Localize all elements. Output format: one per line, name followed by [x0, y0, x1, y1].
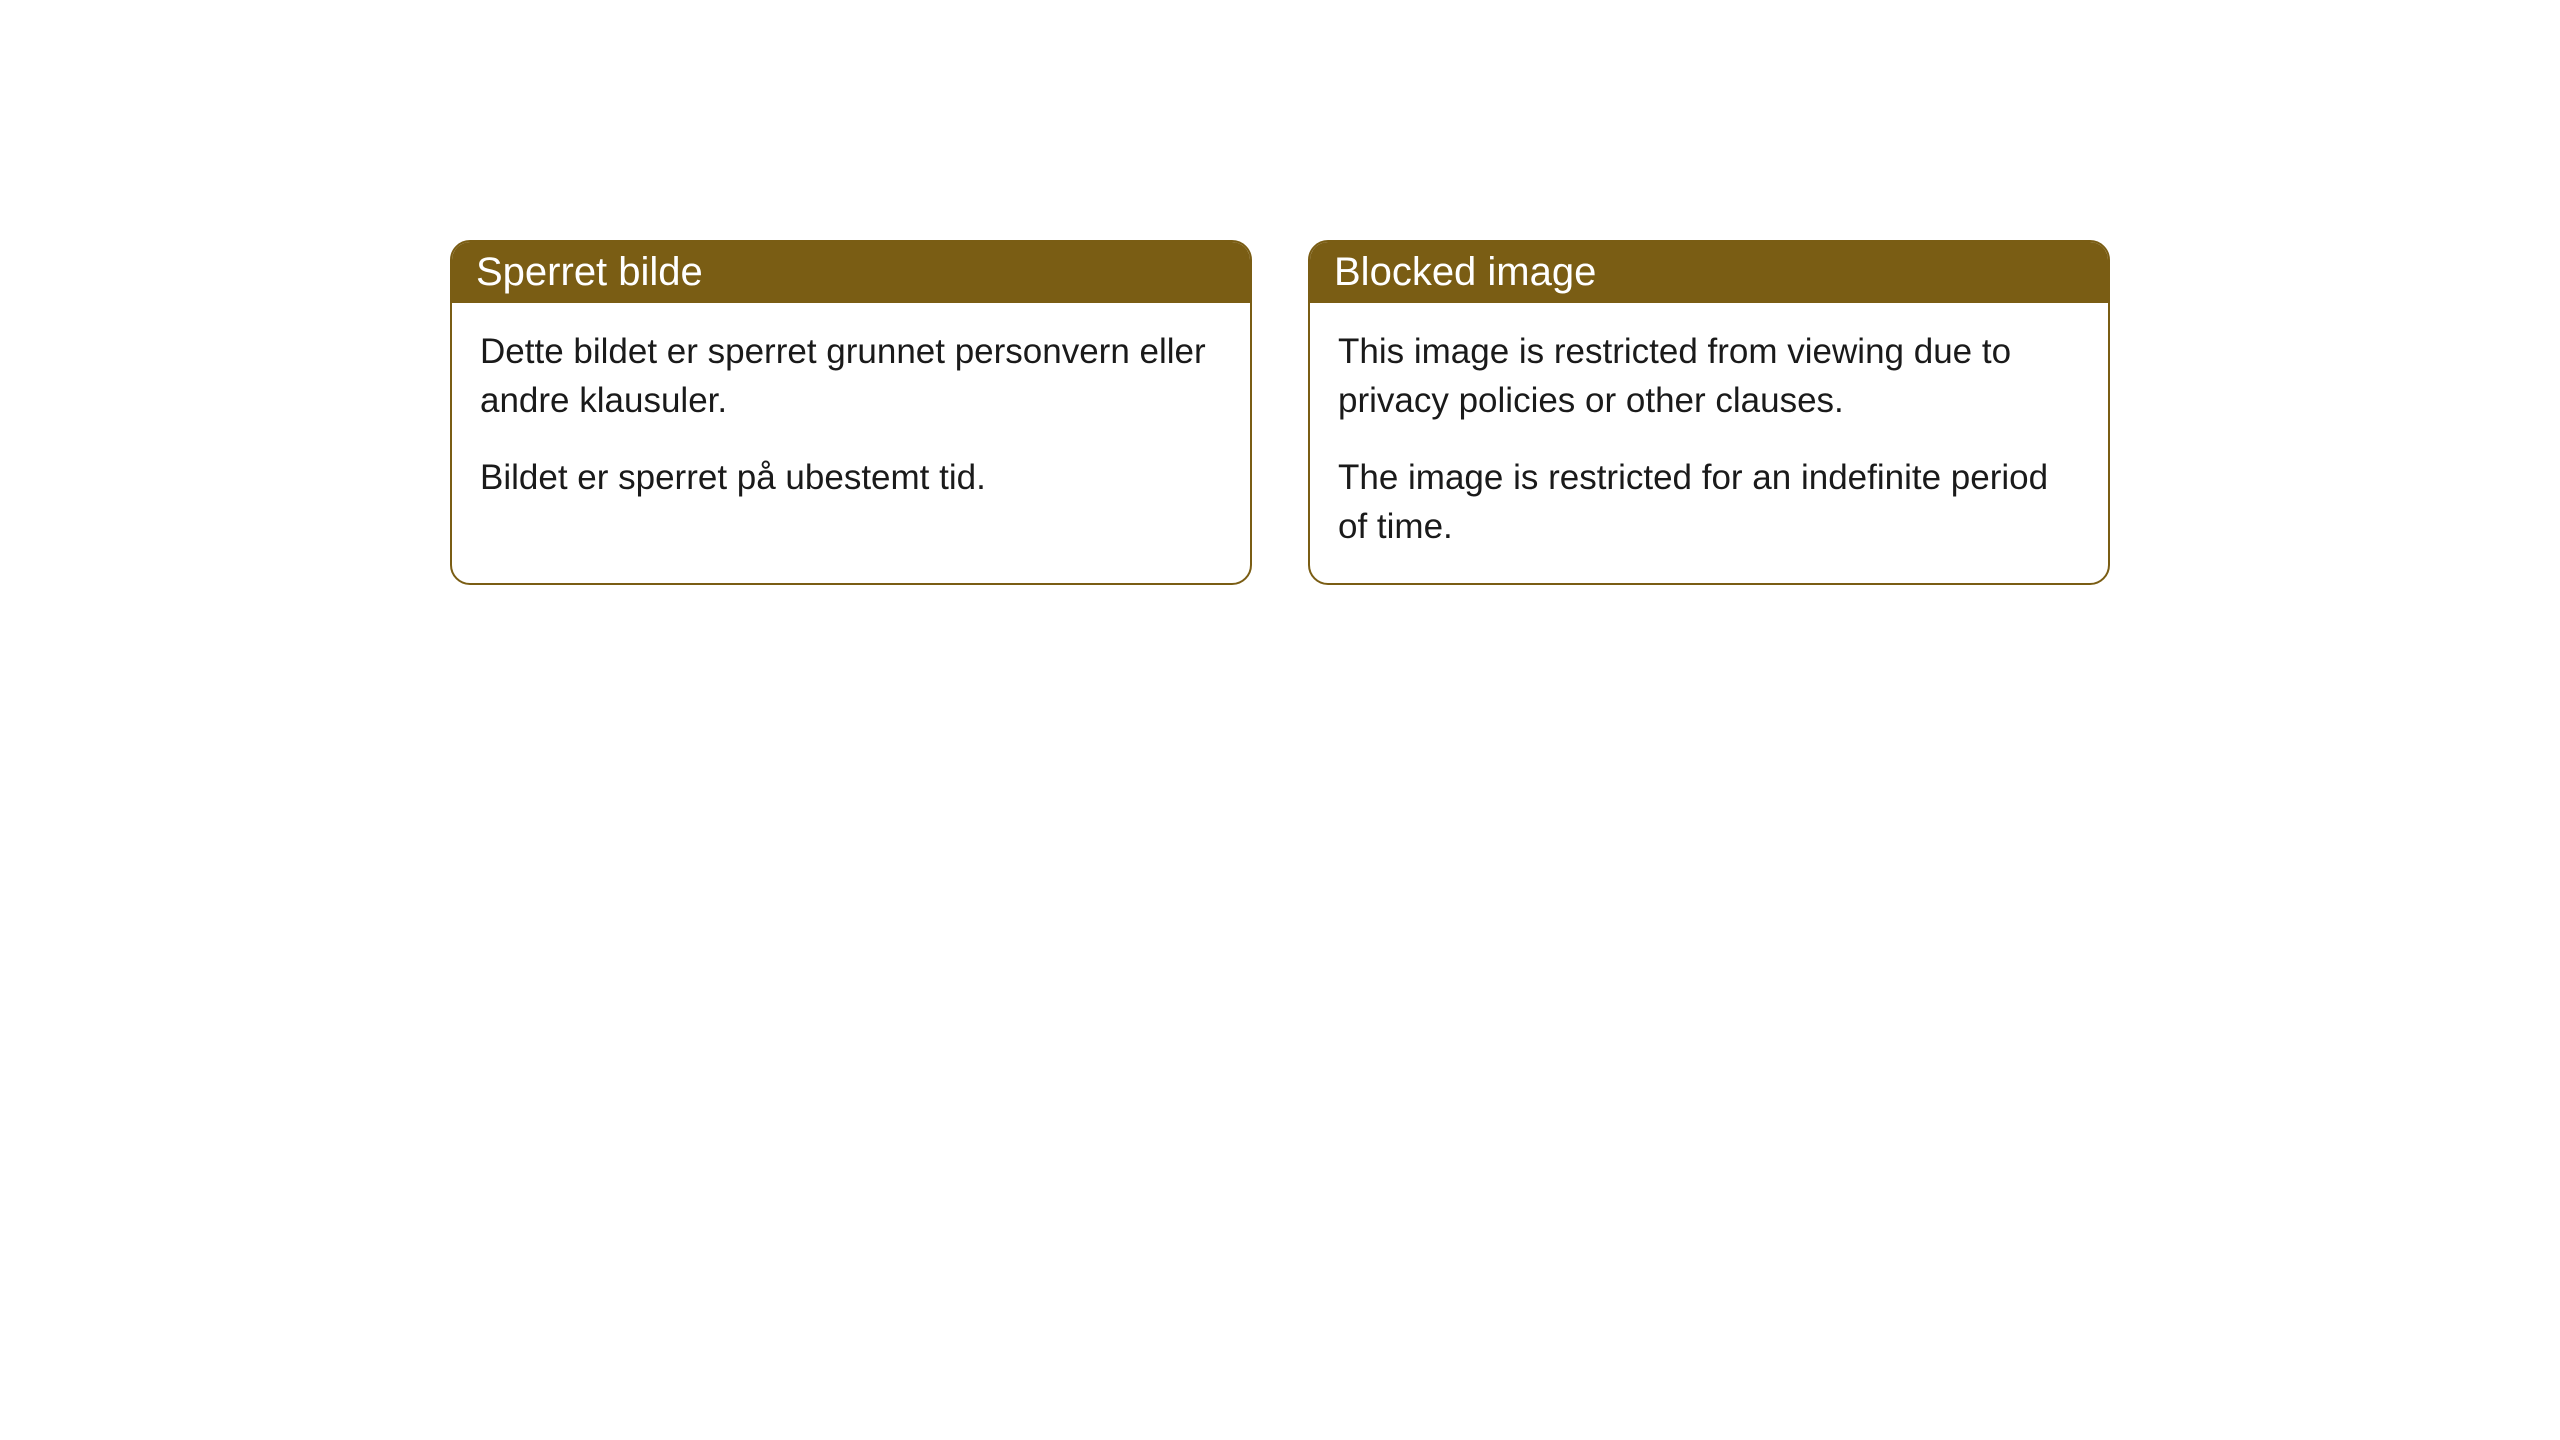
card-title-english: Blocked image	[1334, 250, 1596, 294]
card-header-norwegian: Sperret bilde	[452, 242, 1250, 303]
card-body-english: This image is restricted from viewing du…	[1310, 303, 2108, 583]
card-paragraph-1-english: This image is restricted from viewing du…	[1338, 327, 2080, 425]
card-paragraph-2-english: The image is restricted for an indefinit…	[1338, 453, 2080, 551]
card-header-english: Blocked image	[1310, 242, 2108, 303]
card-body-norwegian: Dette bildet er sperret grunnet personve…	[452, 303, 1250, 534]
card-english: Blocked image This image is restricted f…	[1308, 240, 2110, 585]
card-paragraph-1-norwegian: Dette bildet er sperret grunnet personve…	[480, 327, 1222, 425]
cards-container: Sperret bilde Dette bildet er sperret gr…	[450, 240, 2110, 585]
card-paragraph-2-norwegian: Bildet er sperret på ubestemt tid.	[480, 453, 1222, 502]
card-norwegian: Sperret bilde Dette bildet er sperret gr…	[450, 240, 1252, 585]
card-title-norwegian: Sperret bilde	[476, 250, 703, 294]
